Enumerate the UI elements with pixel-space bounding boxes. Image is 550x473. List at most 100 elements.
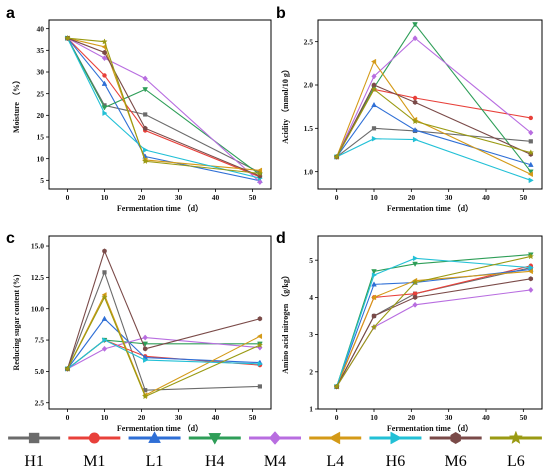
series-line xyxy=(336,84,532,158)
data-point xyxy=(257,384,262,389)
data-point xyxy=(528,276,534,282)
y-tick-label: 2.5 xyxy=(35,398,45,407)
chart-panel-d: d 0 10 20 30 40 50 1 2 3 4 5 Fermentation time （d） Am… xyxy=(276,230,543,433)
data-point xyxy=(411,117,419,125)
series-line xyxy=(336,254,531,387)
x-tick-label: 30 xyxy=(445,413,453,422)
series-line xyxy=(67,293,261,396)
data-point xyxy=(528,129,534,136)
data-point xyxy=(371,73,377,80)
x-tick-label: 0 xyxy=(335,193,339,202)
legend-marker xyxy=(148,431,161,443)
data-point xyxy=(412,301,418,308)
plot-frame xyxy=(317,19,543,190)
y-tick-label: 10 xyxy=(37,154,45,163)
data-point xyxy=(142,87,149,93)
legend-label: L1 xyxy=(146,453,164,470)
data-point xyxy=(371,101,377,108)
y-axis-label: Acidity （mmol/10 g） xyxy=(280,65,290,144)
series-line xyxy=(67,37,260,174)
series-M6 xyxy=(334,276,534,390)
data-point xyxy=(412,294,418,300)
legend-label: M4 xyxy=(264,453,286,470)
series-L1 xyxy=(333,101,534,167)
data-point xyxy=(102,49,107,56)
data-point xyxy=(142,346,148,352)
data-point xyxy=(101,38,108,45)
x-axis-label: Fermentation time （d） xyxy=(117,423,203,433)
y-tick-label: 25 xyxy=(37,89,45,98)
data-point xyxy=(257,316,263,322)
series-line xyxy=(336,37,532,158)
data-point xyxy=(371,135,378,142)
data-point xyxy=(527,253,535,260)
y-axis-label: Amino acid nitrogen （g/kg） xyxy=(280,271,290,374)
data-point xyxy=(64,365,71,372)
legend-marker xyxy=(450,431,461,445)
data-point xyxy=(528,115,534,121)
legend-marker xyxy=(390,431,403,445)
data-point xyxy=(101,315,108,321)
x-axis-label: Fermentation time （d） xyxy=(117,203,203,213)
y-tick-label: 10.0 xyxy=(31,304,44,313)
legend-marker xyxy=(28,432,40,444)
series-line xyxy=(336,255,531,387)
x-axis-label: Fermentation time （d） xyxy=(387,203,473,213)
data-point xyxy=(142,341,149,347)
panel-label: b xyxy=(276,5,286,22)
y-tick-label: 5.0 xyxy=(35,367,45,376)
x-tick-label: 40 xyxy=(212,413,220,422)
x-tick-label: 0 xyxy=(66,413,70,422)
series-L6 xyxy=(333,253,535,390)
data-point xyxy=(528,139,533,144)
legend: H1 M1 L1 H4 M4 L4 H6 M6 L6 xyxy=(8,430,542,470)
y-tick-label: 15 xyxy=(37,133,45,142)
chart-panel-a: a 0 10 20 30 40 50 5 10 15 20 25 30 35 40 Fermentation … xyxy=(6,5,272,213)
legend-marker xyxy=(88,432,100,444)
series-L6 xyxy=(64,34,264,177)
panel-label: d xyxy=(276,230,286,247)
series-line xyxy=(67,37,261,183)
series-line xyxy=(67,296,261,398)
series-line xyxy=(67,317,260,370)
legend-label: M1 xyxy=(83,453,105,470)
series-line xyxy=(336,270,531,387)
x-tick-label: 30 xyxy=(445,193,453,202)
data-point xyxy=(101,293,108,301)
y-tick-label: 40 xyxy=(37,24,45,33)
data-point xyxy=(370,58,377,65)
series-L6 xyxy=(64,293,264,400)
legend-item-L4: L4 xyxy=(309,431,362,470)
data-point xyxy=(411,279,419,286)
series-line xyxy=(67,336,260,370)
series-line xyxy=(336,138,531,181)
series-line xyxy=(336,278,531,387)
data-point xyxy=(412,99,418,105)
legend-marker xyxy=(508,430,523,445)
series-line xyxy=(336,257,531,387)
series-L4 xyxy=(64,35,263,174)
data-point xyxy=(412,127,418,133)
data-point xyxy=(101,55,108,62)
series-line xyxy=(67,339,260,370)
series-L4 xyxy=(333,268,533,390)
data-point xyxy=(371,281,377,287)
x-tick-label: 50 xyxy=(249,413,257,422)
x-tick-label: 10 xyxy=(370,413,378,422)
data-point xyxy=(257,179,263,186)
data-point xyxy=(102,248,107,254)
series-L6 xyxy=(333,85,535,160)
data-point xyxy=(528,286,534,293)
data-point xyxy=(256,333,263,340)
x-tick-label: 0 xyxy=(66,193,70,202)
data-point xyxy=(143,112,148,117)
series-L4 xyxy=(333,58,533,178)
legend-item-H1: H1 xyxy=(8,432,61,470)
plot-frame xyxy=(48,235,272,410)
series-M6 xyxy=(334,82,534,160)
panel-label: a xyxy=(6,5,15,22)
series-line xyxy=(67,37,261,176)
x-tick-label: 50 xyxy=(520,413,528,422)
chart-panel-c: c 0 10 20 30 40 50 2.5 5.0 7.5 10.0 12.5 15.0 Ferment… xyxy=(6,230,272,433)
y-tick-label: 1.5 xyxy=(304,124,314,133)
